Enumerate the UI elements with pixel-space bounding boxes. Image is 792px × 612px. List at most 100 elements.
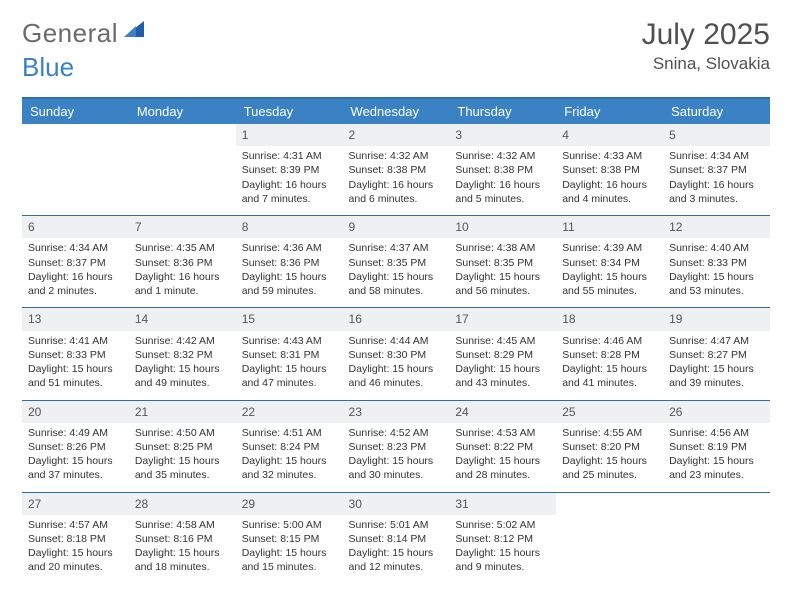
day-number: 22 (236, 401, 343, 423)
day-details: Sunrise: 4:46 AMSunset: 8:28 PMDaylight:… (556, 331, 663, 400)
calendar-empty-cell (556, 492, 663, 584)
day-number: 2 (343, 124, 450, 146)
day-details: Sunrise: 4:53 AMSunset: 8:22 PMDaylight:… (449, 423, 556, 492)
sunrise-line: Sunrise: 4:41 AM (28, 334, 123, 348)
daylight-line: Daylight: 15 hours and 35 minutes. (135, 454, 230, 482)
calendar-day-cell: 19Sunrise: 4:47 AMSunset: 8:27 PMDayligh… (663, 308, 770, 400)
logo-word1: General (22, 18, 118, 49)
sunrise-line: Sunrise: 4:43 AM (242, 334, 337, 348)
sunrise-line: Sunrise: 4:45 AM (455, 334, 550, 348)
weekday-header: Saturday (663, 98, 770, 124)
daylight-line: Daylight: 16 hours and 5 minutes. (455, 178, 550, 206)
calendar-week-row: 6Sunrise: 4:34 AMSunset: 8:37 PMDaylight… (22, 216, 770, 308)
calendar-empty-cell (22, 124, 129, 216)
calendar-week-row: 1Sunrise: 4:31 AMSunset: 8:39 PMDaylight… (22, 124, 770, 216)
daylight-line: Daylight: 15 hours and 47 minutes. (242, 362, 337, 390)
daylight-line: Daylight: 15 hours and 32 minutes. (242, 454, 337, 482)
sunset-line: Sunset: 8:37 PM (669, 163, 764, 177)
sunset-line: Sunset: 8:33 PM (669, 256, 764, 270)
daylight-line: Daylight: 15 hours and 9 minutes. (455, 546, 550, 574)
sunset-line: Sunset: 8:20 PM (562, 440, 657, 454)
day-details: Sunrise: 4:58 AMSunset: 8:16 PMDaylight:… (129, 515, 236, 584)
sunrise-line: Sunrise: 4:46 AM (562, 334, 657, 348)
daylight-line: Daylight: 16 hours and 2 minutes. (28, 270, 123, 298)
calendar-day-cell: 2Sunrise: 4:32 AMSunset: 8:38 PMDaylight… (343, 124, 450, 216)
calendar-day-cell: 15Sunrise: 4:43 AMSunset: 8:31 PMDayligh… (236, 308, 343, 400)
daylight-line: Daylight: 15 hours and 55 minutes. (562, 270, 657, 298)
day-number: 1 (236, 124, 343, 146)
sunset-line: Sunset: 8:26 PM (28, 440, 123, 454)
calendar-day-cell: 12Sunrise: 4:40 AMSunset: 8:33 PMDayligh… (663, 216, 770, 308)
sunrise-line: Sunrise: 4:39 AM (562, 241, 657, 255)
sunrise-line: Sunrise: 4:56 AM (669, 426, 764, 440)
day-details: Sunrise: 4:36 AMSunset: 8:36 PMDaylight:… (236, 238, 343, 307)
sunset-line: Sunset: 8:31 PM (242, 348, 337, 362)
calendar-day-cell: 13Sunrise: 4:41 AMSunset: 8:33 PMDayligh… (22, 308, 129, 400)
sunrise-line: Sunrise: 4:38 AM (455, 241, 550, 255)
calendar-day-cell: 17Sunrise: 4:45 AMSunset: 8:29 PMDayligh… (449, 308, 556, 400)
calendar-day-cell: 20Sunrise: 4:49 AMSunset: 8:26 PMDayligh… (22, 400, 129, 492)
calendar-day-cell: 5Sunrise: 4:34 AMSunset: 8:37 PMDaylight… (663, 124, 770, 216)
day-details: Sunrise: 4:34 AMSunset: 8:37 PMDaylight:… (22, 238, 129, 307)
weekday-header: Thursday (449, 98, 556, 124)
day-number: 24 (449, 401, 556, 423)
daylight-line: Daylight: 15 hours and 23 minutes. (669, 454, 764, 482)
sunset-line: Sunset: 8:33 PM (28, 348, 123, 362)
daylight-line: Daylight: 15 hours and 53 minutes. (669, 270, 764, 298)
daylight-line: Daylight: 15 hours and 59 minutes. (242, 270, 337, 298)
sunrise-line: Sunrise: 4:51 AM (242, 426, 337, 440)
day-details: Sunrise: 4:35 AMSunset: 8:36 PMDaylight:… (129, 238, 236, 307)
calendar-day-cell: 29Sunrise: 5:00 AMSunset: 8:15 PMDayligh… (236, 492, 343, 584)
calendar-table: SundayMondayTuesdayWednesdayThursdayFrid… (22, 97, 770, 584)
day-details: Sunrise: 4:40 AMSunset: 8:33 PMDaylight:… (663, 238, 770, 307)
day-number: 9 (343, 216, 450, 238)
sunrise-line: Sunrise: 4:52 AM (349, 426, 444, 440)
day-number: 28 (129, 493, 236, 515)
day-number: 31 (449, 493, 556, 515)
sunrise-line: Sunrise: 5:01 AM (349, 518, 444, 532)
weekday-header: Friday (556, 98, 663, 124)
day-details: Sunrise: 4:45 AMSunset: 8:29 PMDaylight:… (449, 331, 556, 400)
day-number: 26 (663, 401, 770, 423)
sunrise-line: Sunrise: 4:50 AM (135, 426, 230, 440)
day-details: Sunrise: 4:42 AMSunset: 8:32 PMDaylight:… (129, 331, 236, 400)
day-number: 5 (663, 124, 770, 146)
daylight-line: Daylight: 15 hours and 15 minutes. (242, 546, 337, 574)
sunset-line: Sunset: 8:28 PM (562, 348, 657, 362)
day-details: Sunrise: 4:50 AMSunset: 8:25 PMDaylight:… (129, 423, 236, 492)
day-number: 27 (22, 493, 129, 515)
sunset-line: Sunset: 8:12 PM (455, 532, 550, 546)
calendar-day-cell: 1Sunrise: 4:31 AMSunset: 8:39 PMDaylight… (236, 124, 343, 216)
logo-sail-icon (122, 19, 146, 39)
day-details: Sunrise: 4:41 AMSunset: 8:33 PMDaylight:… (22, 331, 129, 400)
daylight-line: Daylight: 16 hours and 7 minutes. (242, 178, 337, 206)
day-number: 11 (556, 216, 663, 238)
sunrise-line: Sunrise: 4:40 AM (669, 241, 764, 255)
daylight-line: Daylight: 16 hours and 4 minutes. (562, 178, 657, 206)
daylight-line: Daylight: 15 hours and 12 minutes. (349, 546, 444, 574)
sunrise-line: Sunrise: 4:42 AM (135, 334, 230, 348)
calendar-day-cell: 21Sunrise: 4:50 AMSunset: 8:25 PMDayligh… (129, 400, 236, 492)
sunrise-line: Sunrise: 4:33 AM (562, 149, 657, 163)
day-details: Sunrise: 4:47 AMSunset: 8:27 PMDaylight:… (663, 331, 770, 400)
calendar-day-cell: 22Sunrise: 4:51 AMSunset: 8:24 PMDayligh… (236, 400, 343, 492)
calendar-day-cell: 27Sunrise: 4:57 AMSunset: 8:18 PMDayligh… (22, 492, 129, 584)
calendar-day-cell: 9Sunrise: 4:37 AMSunset: 8:35 PMDaylight… (343, 216, 450, 308)
day-details: Sunrise: 4:52 AMSunset: 8:23 PMDaylight:… (343, 423, 450, 492)
daylight-line: Daylight: 15 hours and 28 minutes. (455, 454, 550, 482)
sunrise-line: Sunrise: 4:53 AM (455, 426, 550, 440)
sunset-line: Sunset: 8:36 PM (242, 256, 337, 270)
sunrise-line: Sunrise: 5:00 AM (242, 518, 337, 532)
calendar-empty-cell (663, 492, 770, 584)
daylight-line: Daylight: 15 hours and 49 minutes. (135, 362, 230, 390)
calendar-day-cell: 8Sunrise: 4:36 AMSunset: 8:36 PMDaylight… (236, 216, 343, 308)
sunset-line: Sunset: 8:35 PM (455, 256, 550, 270)
calendar-week-row: 27Sunrise: 4:57 AMSunset: 8:18 PMDayligh… (22, 492, 770, 584)
calendar-day-cell: 3Sunrise: 4:32 AMSunset: 8:38 PMDaylight… (449, 124, 556, 216)
day-number: 16 (343, 308, 450, 330)
sunset-line: Sunset: 8:16 PM (135, 532, 230, 546)
sunrise-line: Sunrise: 4:49 AM (28, 426, 123, 440)
sunrise-line: Sunrise: 4:35 AM (135, 241, 230, 255)
weekday-header-row: SundayMondayTuesdayWednesdayThursdayFrid… (22, 98, 770, 124)
day-number: 30 (343, 493, 450, 515)
